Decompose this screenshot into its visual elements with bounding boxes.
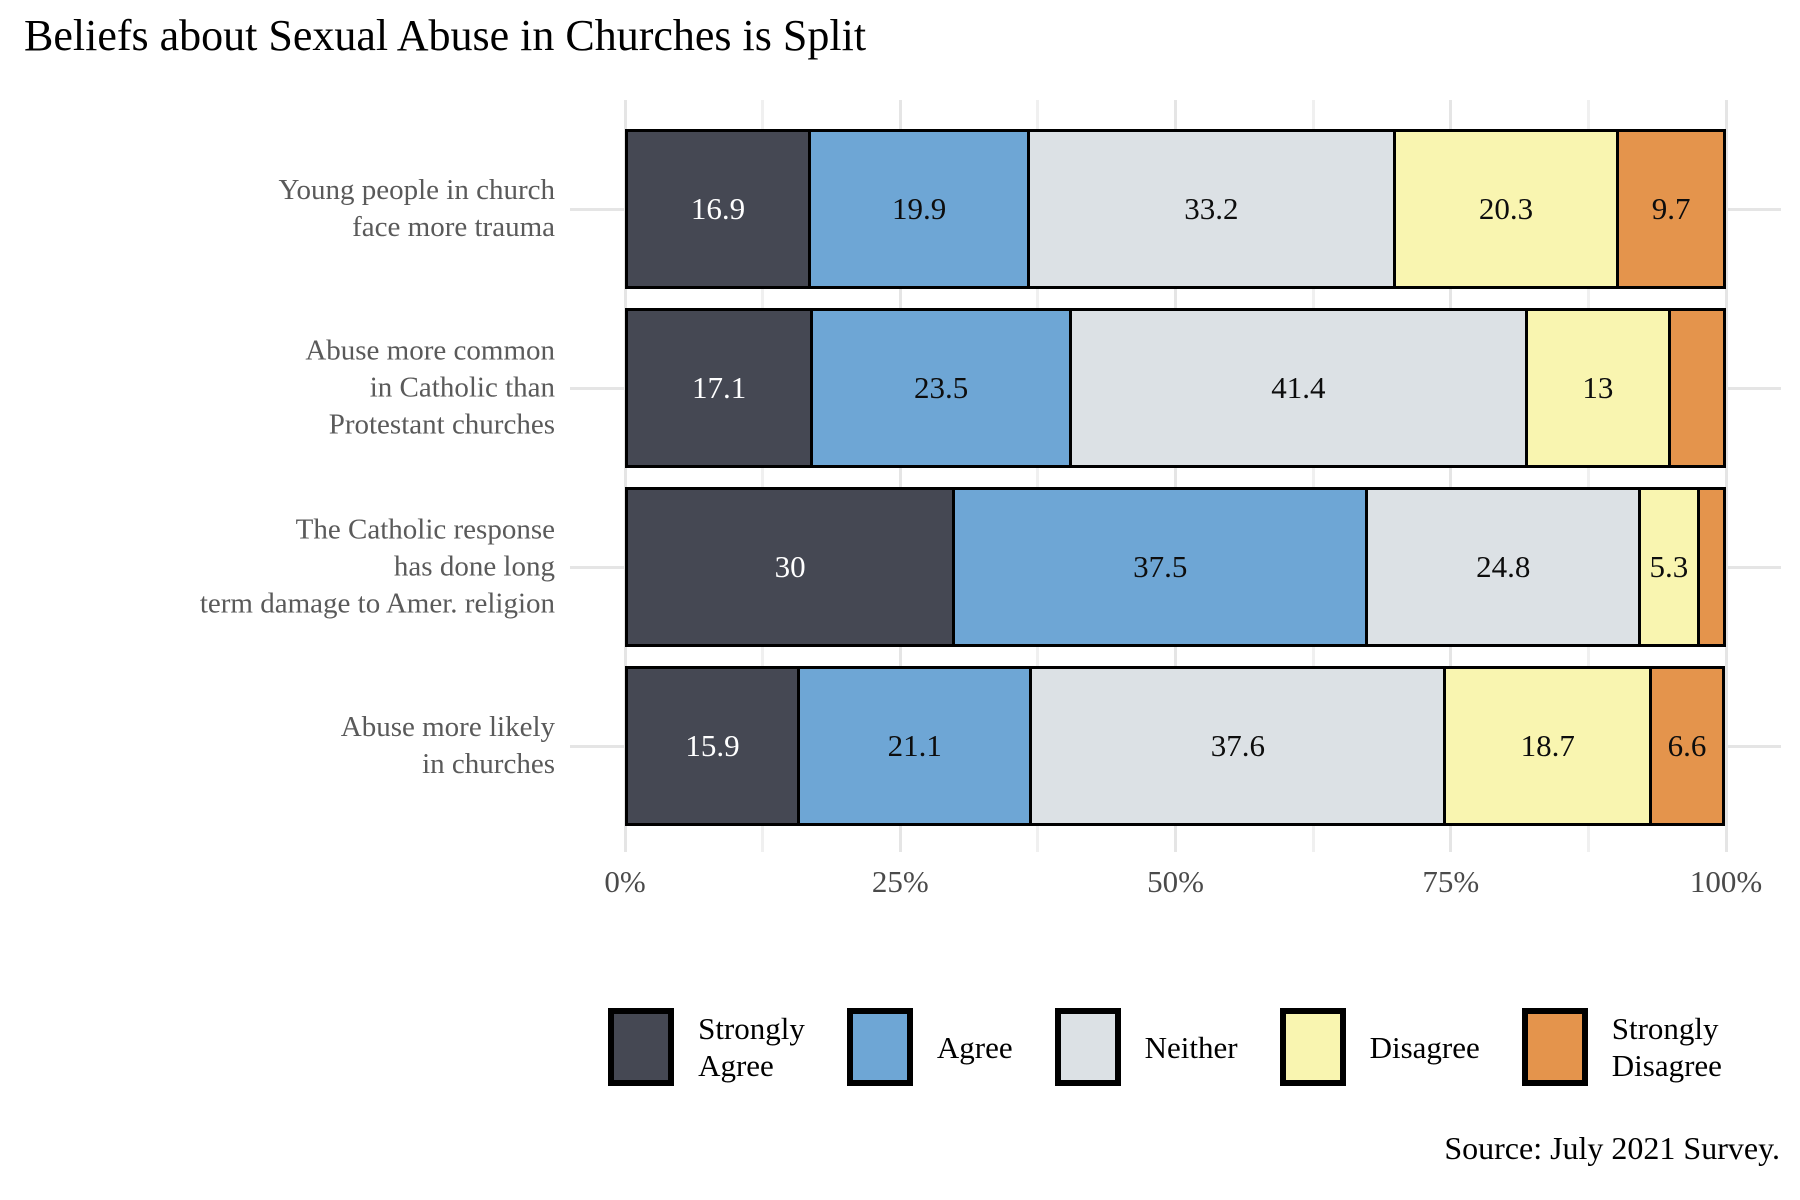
bar-segment-strongly-agree: 15.9 — [625, 666, 801, 826]
category-label: The Catholic response has done long term d… — [199, 513, 555, 620]
legend-swatch — [1521, 1008, 1588, 1086]
legend-label: Disagree — [1369, 1029, 1480, 1065]
bar-segment-neither: 37.6 — [1032, 666, 1447, 826]
bar-segment-strongly-agree: 30 — [625, 487, 956, 647]
category-label: Abuse more likely in churches — [340, 711, 555, 780]
bar-segment-neither: 41.4 — [1072, 308, 1528, 468]
bar-value-label: 15.9 — [685, 728, 740, 763]
bar-segment-neither: 24.8 — [1368, 487, 1642, 647]
x-tick-label: 50% — [1147, 864, 1204, 899]
legend-item: Neither — [1054, 1008, 1238, 1086]
bar-value-label: 37.6 — [1210, 728, 1265, 763]
x-tick-label: 100% — [1689, 864, 1763, 899]
bar-segment-agree: 37.5 — [955, 487, 1369, 647]
gridline-vertical-major — [898, 100, 902, 852]
gridline-vertical-major — [1724, 100, 1728, 852]
x-tick-label: 75% — [1422, 864, 1480, 899]
source-note: Source: July 2021 Survey. — [1444, 1130, 1780, 1166]
legend-label: Strongly Agree — [698, 1011, 805, 1083]
bar-row: 30 37.5 24.8 5.3 — [625, 487, 1726, 647]
bar-segment-neither: 33.2 — [1030, 129, 1396, 289]
legend-item: Strongly Disagree — [1521, 1008, 1722, 1086]
legend-item: Strongly Agree — [608, 1008, 805, 1086]
bar-segment-agree: 23.5 — [813, 308, 1072, 468]
bar-segment-strongly-disagree — [1699, 487, 1726, 647]
bar-segment-strongly-agree: 17.1 — [625, 308, 814, 468]
plot-area: 16.9 19.9 33.2 20.3 9.7 17.1 23.5 41.4 13 30 37.5 2… — [570, 100, 1781, 852]
category-label: Young people in church face more trauma — [278, 174, 555, 243]
gridline-vertical-minor — [1311, 100, 1315, 852]
legend-swatch — [608, 1008, 675, 1086]
bar-value-label: 5.3 — [1649, 549, 1689, 584]
gridline-vertical-minor — [1586, 100, 1590, 852]
legend-swatch — [1279, 1008, 1346, 1086]
bar-value-label: 41.4 — [1271, 370, 1326, 405]
gridline-vertical-minor — [1036, 100, 1040, 852]
bar-segment-strongly-agree: 16.9 — [625, 129, 812, 289]
gridline-vertical-major — [1449, 100, 1453, 852]
bar-value-label: 13 — [1582, 370, 1614, 405]
legend-label: Strongly Disagree — [1611, 1011, 1722, 1083]
x-tick-label: 25% — [871, 864, 929, 899]
legend-swatch — [1054, 1008, 1121, 1086]
bar-segment-disagree: 18.7 — [1446, 666, 1653, 826]
bar-value-label: 9.7 — [1651, 191, 1691, 226]
bar-value-label: 19.9 — [891, 191, 947, 226]
bar-value-label: 18.7 — [1520, 728, 1575, 763]
legend: Strongly Agree Agree Neither Disagree Strong… — [540, 1008, 1790, 1086]
bar-value-label: 23.5 — [914, 370, 969, 405]
bar-value-label: 6.6 — [1667, 728, 1707, 763]
gridline-vertical-major — [1174, 100, 1177, 852]
legend-swatch — [846, 1008, 913, 1086]
category-label: Abuse more common in Catholic than Protest… — [305, 334, 555, 441]
x-tick-label: 0% — [604, 864, 646, 899]
bar-segment-disagree: 13 — [1527, 308, 1671, 468]
gridline-vertical-minor — [761, 100, 765, 852]
bar-value-label: 21.1 — [887, 728, 942, 763]
bar-row: 16.9 19.9 33.2 20.3 9.7 — [625, 129, 1726, 289]
bar-value-label: 30 — [774, 549, 806, 584]
chart-title: Beliefs about Sexual Abuse in Churches i… — [24, 11, 867, 60]
bar-segment-disagree: 20.3 — [1395, 129, 1620, 289]
bar-value-label: 37.5 — [1133, 549, 1188, 584]
bar-segment-agree: 19.9 — [811, 129, 1031, 289]
bar-segment-strongly-disagree: 9.7 — [1619, 129, 1726, 289]
bar-value-label: 24.8 — [1476, 549, 1531, 584]
bar-value-label: 33.2 — [1184, 191, 1239, 226]
legend-label: Neither — [1144, 1029, 1238, 1065]
bar-segment-strongly-disagree — [1670, 308, 1726, 468]
legend-item: Disagree — [1279, 1008, 1480, 1086]
bar-segment-strongly-disagree: 6.6 — [1652, 666, 1725, 826]
bar-value-label: 20.3 — [1478, 191, 1534, 226]
bar-row: 17.1 23.5 41.4 13 — [625, 308, 1726, 468]
legend-label: Agree — [936, 1029, 1013, 1065]
legend-item: Agree — [846, 1008, 1013, 1086]
gridline-vertical-major — [623, 100, 627, 852]
bar-segment-agree: 21.1 — [800, 666, 1033, 826]
bar-value-label: 17.1 — [692, 370, 747, 405]
bar-value-label: 16.9 — [690, 191, 746, 226]
bar-row: 15.9 21.1 37.6 18.7 6.6 — [625, 666, 1726, 826]
bar-segment-disagree: 5.3 — [1641, 487, 1700, 647]
